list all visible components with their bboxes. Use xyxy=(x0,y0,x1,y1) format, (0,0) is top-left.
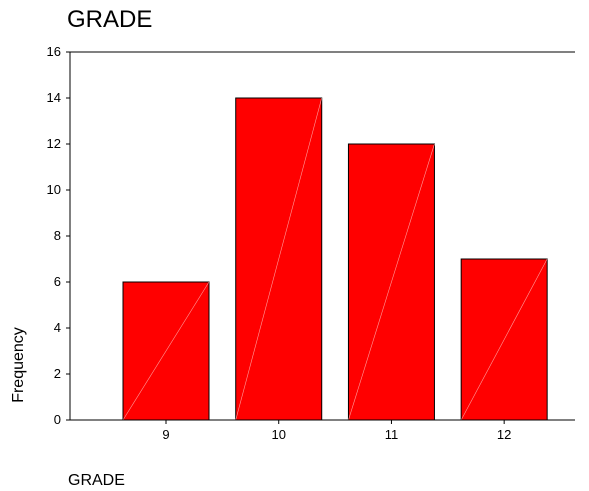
x-tick-label-12: 12 xyxy=(497,427,511,442)
chart-title: GRADE xyxy=(67,6,153,33)
y-tick-label-10: 10 xyxy=(47,182,61,197)
x-tick-label-11: 11 xyxy=(385,427,399,442)
y-tick-label-16: 16 xyxy=(47,44,61,59)
x-tick-label-10: 10 xyxy=(271,427,285,442)
y-tick-label-6: 6 xyxy=(54,274,61,289)
axis-layer: 9 10 11 12 0 2 4 6 8 10 12 14 16 xyxy=(47,44,575,442)
x-tick-label-9: 9 xyxy=(162,427,169,442)
y-tick-label-12: 12 xyxy=(47,136,61,151)
y-tick-label-0: 0 xyxy=(54,412,61,427)
y-tick-label-14: 14 xyxy=(47,90,61,105)
x-axis-label: GRADE xyxy=(68,472,125,489)
bar-shading-line-11 xyxy=(348,143,435,421)
bar-shading-line-9 xyxy=(122,281,210,421)
y-tick-label-4: 4 xyxy=(54,320,61,335)
bars-layer xyxy=(122,97,548,421)
bar-shading-line-10 xyxy=(235,97,323,421)
y-tick-label-8: 8 xyxy=(54,228,61,243)
y-tick-label-2: 2 xyxy=(54,366,61,381)
bar-shading-line-12 xyxy=(460,258,548,421)
